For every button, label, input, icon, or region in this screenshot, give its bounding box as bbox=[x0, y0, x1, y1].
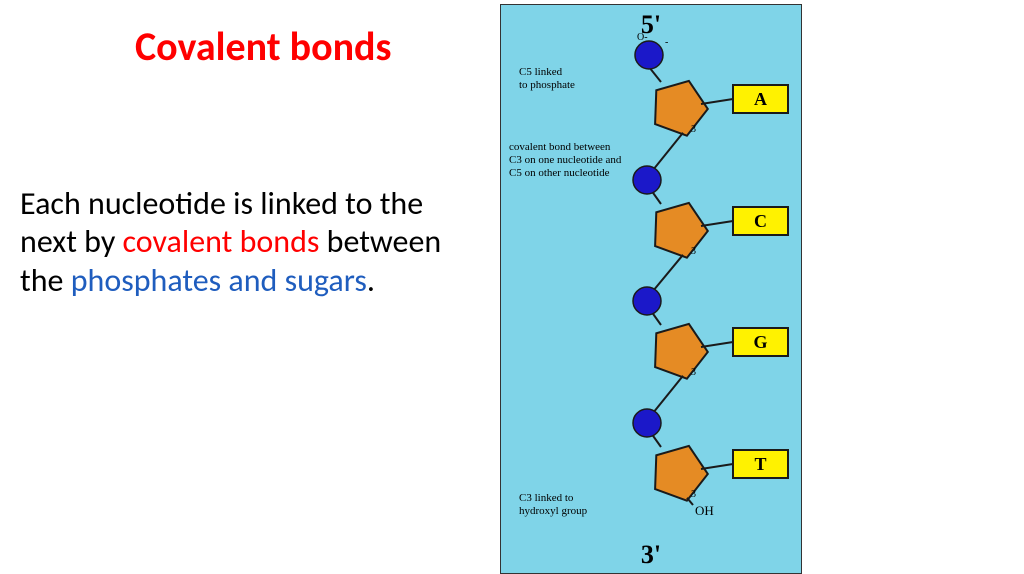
dna-strand-diagram: 3A3C3G3TO--OH5'3'C5 linkedto phosphateco… bbox=[500, 4, 802, 574]
svg-text:C3 linked to: C3 linked to bbox=[519, 492, 574, 504]
body-text: Each nucleotide is linked to the next by… bbox=[20, 185, 450, 300]
body-run: covalent bonds bbox=[123, 222, 320, 261]
svg-text:C5 linked: C5 linked bbox=[519, 66, 563, 78]
svg-text:-: - bbox=[665, 37, 668, 48]
svg-text:covalent bond between: covalent bond between bbox=[509, 141, 611, 153]
svg-text:A: A bbox=[754, 89, 767, 109]
svg-text:3: 3 bbox=[691, 489, 696, 500]
svg-text:C5 on other nucleotide: C5 on other nucleotide bbox=[509, 167, 610, 179]
title-text: Covalent bonds bbox=[135, 22, 391, 71]
svg-text:3: 3 bbox=[691, 367, 696, 378]
body-run: phosphates and sugars bbox=[71, 261, 367, 300]
svg-text:C3 on one nucleotide and: C3 on one nucleotide and bbox=[509, 154, 622, 166]
svg-text:to phosphate: to phosphate bbox=[519, 79, 575, 91]
svg-text:3: 3 bbox=[691, 246, 696, 257]
svg-text:hydroxyl group: hydroxyl group bbox=[519, 505, 588, 517]
svg-text:5': 5' bbox=[641, 10, 661, 39]
svg-text:G: G bbox=[753, 332, 767, 352]
slide: Covalent bonds Each nucleotide is linked… bbox=[0, 0, 1024, 574]
body-run: . bbox=[367, 261, 375, 300]
svg-text:T: T bbox=[754, 454, 766, 474]
svg-text:3': 3' bbox=[641, 540, 661, 569]
svg-text:C: C bbox=[754, 211, 767, 231]
slide-title: Covalent bonds bbox=[135, 22, 391, 71]
svg-text:OH: OH bbox=[695, 503, 714, 518]
svg-text:3: 3 bbox=[691, 124, 696, 135]
